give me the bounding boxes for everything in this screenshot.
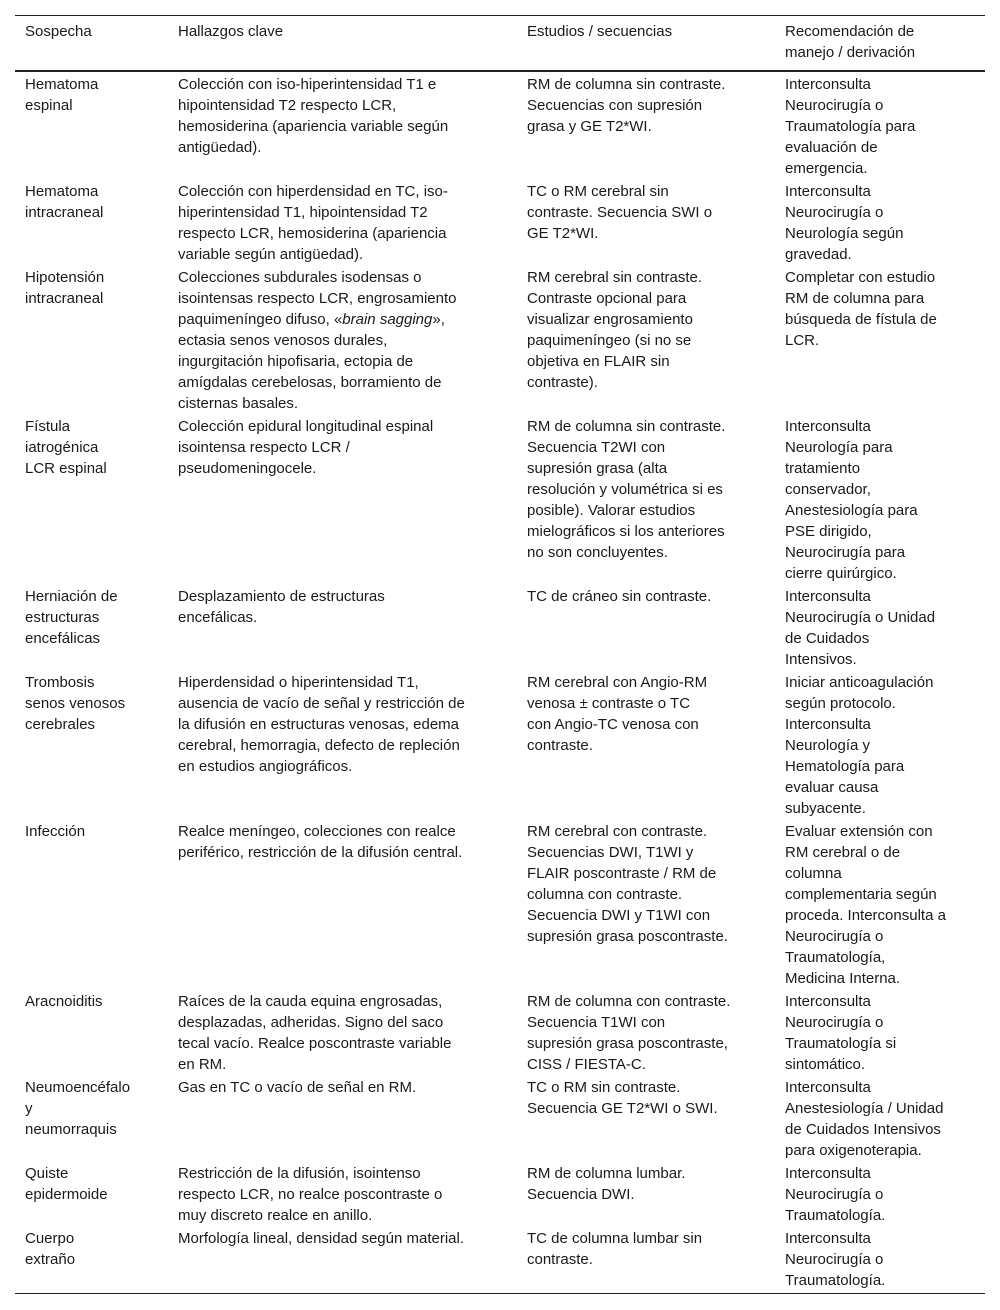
- cell-estudios: TC o RM cerebral sin contraste. Secuenci…: [527, 183, 713, 242]
- cell-estudios: RM cerebral sin contraste. Contraste opc…: [527, 269, 703, 391]
- cell-hallazgos: Desplazamiento de estructuras encefálica…: [178, 588, 385, 626]
- cell-recomendacion: Interconsulta Neurocirugía o Traumatolog…: [785, 1165, 886, 1224]
- cell-recomendacion: Interconsulta Anestesiología / Unidad de…: [785, 1079, 944, 1159]
- cell-hallazgos: Raíces de la cauda equina engrosadas, de…: [178, 993, 452, 1073]
- cell-sospecha: Hematoma espinal: [25, 76, 99, 114]
- cell-recomendacion: Interconsulta Neurocirugía o Traumatolog…: [785, 993, 897, 1073]
- table-row: Fístula iatrogénica LCR espinal Colección…: [15, 414, 985, 584]
- cell-estudios: TC o RM sin contraste. Secuencia GE T2*W…: [527, 1079, 718, 1117]
- cell-sospecha: Aracnoiditis: [25, 993, 103, 1010]
- header-recomendacion: Recomendación de manejo / derivación: [785, 23, 916, 61]
- table-row: Trombosis senos venosos cerebrales Hiperd…: [15, 670, 985, 819]
- cell-sospecha: Cuerpo extraño: [25, 1230, 76, 1268]
- cell-sospecha: Infección: [25, 823, 86, 840]
- table-row: Infección Realce meníngeo, colecciones co…: [15, 819, 985, 989]
- table-row: Herniación de estructuras encefálicas Des…: [15, 584, 985, 670]
- table-row: Hematoma intracraneal Colección con hiper…: [15, 179, 985, 265]
- cell-recomendacion: Interconsulta Neurología para tratamient…: [785, 418, 918, 582]
- cell-hallazgos: Morfología lineal, densidad según materi…: [178, 1230, 465, 1247]
- header-hallazgos: Hallazgos clave: [178, 23, 284, 40]
- table-row: Aracnoiditis Raíces de la cauda equina en…: [15, 989, 985, 1075]
- cell-hallazgos: Hiperdensidad o hiperintensidad T1, ause…: [178, 674, 465, 775]
- table-row: Quiste epidermoide Restricción de la difu…: [15, 1161, 985, 1226]
- cell-estudios: RM de columna lumbar. Secuencia DWI.: [527, 1165, 686, 1203]
- header-estudios: Estudios / secuencias: [527, 23, 673, 40]
- cell-estudios: TC de columna lumbar sin contraste.: [527, 1230, 703, 1268]
- cell-hallazgos: Colección con hiperdensidad en TC, iso- …: [178, 183, 448, 263]
- table-row: Hematoma espinal Colección con iso-hiperi…: [15, 71, 985, 179]
- cell-estudios: RM cerebral con contraste. Secuencias DW…: [527, 823, 728, 945]
- cell-sospecha: Hipotensión intracraneal: [25, 269, 105, 307]
- cell-recomendacion: Interconsulta Neurocirugía o Traumatolog…: [785, 76, 916, 177]
- cell-estudios: RM de columna sin contraste. Secuencia T…: [527, 418, 726, 561]
- cell-sospecha: Hematoma intracraneal: [25, 183, 104, 221]
- table-row: Cuerpo extraño Morfología lineal, densida…: [15, 1226, 985, 1294]
- cell-recomendacion: Completar con estudio RM de columna para…: [785, 269, 937, 349]
- cell-estudios: RM cerebral con Angio-RM venosa ± contra…: [527, 674, 708, 754]
- cell-sospecha: Quiste epidermoide: [25, 1165, 108, 1203]
- cell-text: », ectasia senos venosos durales, ingurg…: [178, 311, 445, 412]
- italic-term: brain sagging: [342, 311, 433, 328]
- cell-hallazgos: Gas en TC o vacío de señal en RM.: [178, 1079, 417, 1096]
- cell-estudios: TC de cráneo sin contraste.: [527, 588, 712, 605]
- cell-recomendacion: Interconsulta Neurocirugía o Traumatolog…: [785, 1230, 886, 1289]
- table-header-row: Sospecha Hallazgos clave Estudios / secu…: [15, 15, 985, 71]
- cell-hallazgos: Restricción de la difusión, isointenso r…: [178, 1165, 443, 1224]
- cell-recomendacion: Iniciar anticoagulación según protocolo.…: [785, 674, 934, 817]
- cell-sospecha: Trombosis senos venosos cerebrales: [25, 674, 126, 733]
- cell-hallazgos: Realce meníngeo, colecciones con realce …: [178, 823, 463, 861]
- table-row: Neumoencéfalo y neumorraquis Gas en TC o …: [15, 1075, 985, 1161]
- cell-hallazgos: Colecciones subdurales isodensas o isoin…: [168, 265, 517, 414]
- cell-text: Colecciones subdurales isodensas o isoin…: [178, 269, 457, 328]
- cell-hallazgos: Colección con iso-hiperintensidad T1 e h…: [178, 76, 449, 156]
- cell-estudios: RM de columna con contraste. Secuencia T…: [527, 993, 731, 1073]
- table-row: Hipotensión intracraneal Colecciones subd…: [15, 265, 985, 414]
- cell-estudios: RM de columna sin contraste. Secuencias …: [527, 76, 726, 135]
- cell-sospecha: Neumoencéfalo y neumorraquis: [25, 1079, 131, 1138]
- header-sospecha: Sospecha: [25, 23, 92, 40]
- cell-sospecha: Herniación de estructuras encefálicas: [25, 588, 118, 647]
- cell-recomendacion: Evaluar extensión con RM cerebral o de c…: [785, 823, 946, 987]
- cell-recomendacion: Interconsulta Neurocirugía o Neurología …: [785, 183, 904, 263]
- cell-recomendacion: Interconsulta Neurocirugía o Unidad de C…: [785, 588, 936, 668]
- findings-table: Sospecha Hallazgos clave Estudios / secu…: [15, 15, 985, 1294]
- cell-hallazgos: Colección epidural longitudinal espinal …: [178, 418, 434, 477]
- cell-sospecha: Fístula iatrogénica LCR espinal: [25, 418, 107, 477]
